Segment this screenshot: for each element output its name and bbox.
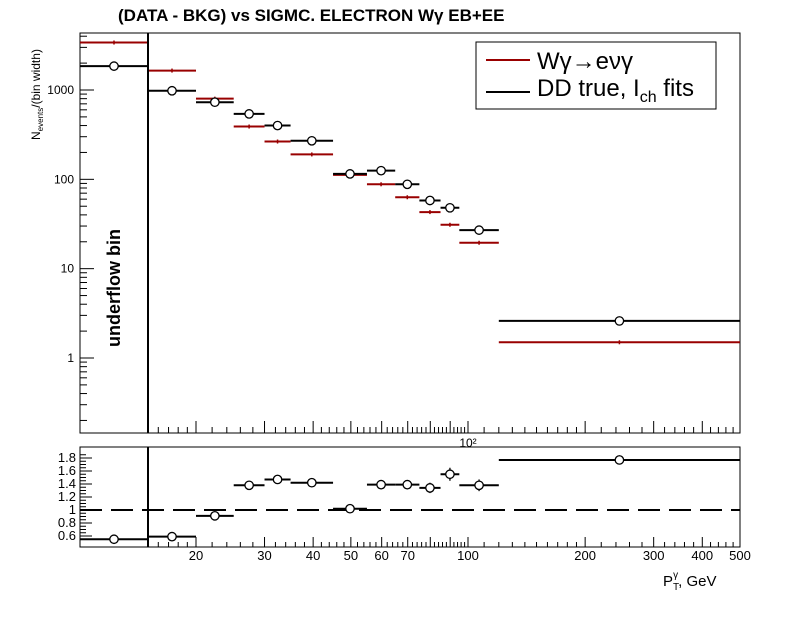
- x-tick-label: 100: [457, 548, 479, 563]
- data-point: [244, 109, 254, 119]
- x-tick-label: 50: [344, 548, 358, 563]
- data-point: [167, 85, 177, 96]
- data-point: [109, 61, 119, 71]
- data-point: [474, 225, 484, 235]
- y-axis-label: Nevents/(bin width): [29, 49, 45, 140]
- ratio-point: [614, 455, 625, 465]
- ratio-plot-frame: [79, 446, 741, 548]
- x-tick-label: 300: [643, 548, 665, 563]
- underflow-label: underflow bin: [104, 229, 124, 347]
- x-tick-label: 400: [691, 548, 713, 563]
- x-tick-label: 500: [729, 548, 751, 563]
- data-point: [376, 165, 386, 176]
- ratio-y-tick-label: 0.8: [58, 515, 76, 530]
- legend: Wγ→eνγ DD true, Ich fits: [475, 41, 717, 110]
- data-point: [402, 179, 413, 190]
- ratio-point: [402, 479, 413, 490]
- legend-label-data: DD true, Ich fits: [537, 75, 694, 106]
- ratio-plot-data: [80, 455, 740, 545]
- ratio-point: [306, 477, 317, 488]
- ratio-y-tick-label: 1.4: [58, 476, 76, 491]
- ratio-y-tick-label: 1.2: [58, 489, 76, 504]
- ratio-point: [210, 510, 220, 521]
- ratio-point: [425, 483, 435, 493]
- x-tick-label: 200: [574, 548, 596, 563]
- x-tick-label: 20: [189, 548, 203, 563]
- data-point: [272, 120, 283, 131]
- y-tick-label: 1: [67, 351, 74, 365]
- ratio-point: [445, 469, 455, 480]
- ratio-y-tick-label: 0.6: [58, 528, 76, 543]
- ratio-point: [474, 480, 484, 491]
- main-plot-frame: [79, 32, 741, 434]
- chart-title: (DATA - BKG) vs SIGMC. ELECTRON Wγ EB+EE: [118, 6, 504, 25]
- data-point: [425, 195, 435, 206]
- x-axis-exponent-label: 10²: [459, 436, 476, 450]
- x-tick-label: 60: [374, 548, 388, 563]
- data-point: [306, 135, 317, 146]
- ratio-point: [376, 479, 386, 490]
- data-point: [614, 316, 625, 326]
- ratio-point: [244, 480, 254, 491]
- x-tick-label: 30: [257, 548, 271, 563]
- ratio-y-tick-label: 1: [69, 502, 76, 517]
- ratio-point: [109, 534, 119, 545]
- data-point: [445, 202, 455, 213]
- main-plot-data: [80, 40, 740, 345]
- ratio-point: [345, 503, 355, 514]
- ratio-point: [272, 474, 283, 485]
- legend-box: [475, 41, 717, 110]
- data-point: [345, 169, 355, 179]
- ratio-point: [167, 531, 177, 542]
- x-axis-label: PTγ, GeV: [663, 570, 716, 593]
- legend-label-mc: Wγ→eνγ: [537, 48, 633, 75]
- ratio-y-tick-label: 1.6: [58, 463, 76, 478]
- y-tick-label: 1000: [47, 83, 74, 97]
- y-tick-label: 100: [54, 172, 74, 186]
- y-tick-label: 10: [61, 262, 75, 276]
- x-tick-label: 70: [400, 548, 414, 563]
- x-tick-label: 40: [306, 548, 320, 563]
- axis-ticks: 20 30 40 50 60 70 100 200 300 400 500 10² 1 10 100 1000…: [47, 33, 751, 563]
- ratio-y-tick-label: 1.8: [58, 450, 76, 465]
- data-point: [210, 97, 220, 108]
